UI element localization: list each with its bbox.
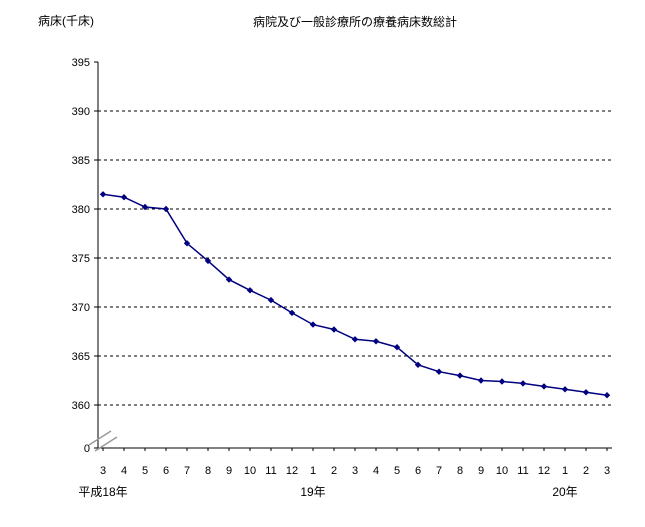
x-era-label: 19年: [300, 485, 325, 499]
data-line: [102, 193, 608, 396]
x-tick-label: 3: [352, 465, 358, 477]
data-point-marker: [288, 309, 296, 317]
data-point-marker: [204, 257, 212, 265]
y-tick-label: 360: [72, 400, 90, 412]
data-point-marker: [603, 392, 611, 399]
y-tick-label: 380: [72, 204, 90, 216]
x-tick-label: 10: [496, 465, 508, 477]
x-tick-label: 9: [226, 465, 232, 477]
x-tick-label: 1: [310, 465, 316, 477]
data-point-marker: [477, 377, 485, 384]
x-tick-label: 7: [184, 465, 190, 477]
data-point-marker: [309, 321, 317, 328]
data-point-marker: [582, 389, 590, 396]
x-tick-label: 2: [331, 465, 337, 477]
data-point-marker: [498, 378, 506, 385]
y-tick-label: 0: [84, 443, 90, 455]
x-tick-label: 10: [244, 465, 256, 477]
axis-break-mark: [94, 436, 118, 452]
x-tick-label: 6: [415, 465, 421, 477]
data-point-marker: [99, 191, 107, 198]
y-tick-label: 390: [72, 106, 90, 118]
data-point-marker: [120, 194, 128, 201]
data-point-marker: [456, 372, 464, 379]
data-point-marker: [183, 240, 191, 247]
x-era-label: 20年: [552, 485, 577, 499]
data-point-marker: [435, 368, 443, 375]
data-point-marker: [372, 338, 380, 345]
x-tick-label: 8: [205, 465, 211, 477]
x-tick-label: 9: [478, 465, 484, 477]
x-tick-label: 5: [142, 465, 148, 477]
data-point-marker: [414, 361, 422, 368]
y-tick-label: 365: [72, 351, 90, 363]
axis-break-mark: [88, 430, 112, 446]
y-tick-label: 385: [72, 155, 90, 167]
data-point-marker: [519, 380, 527, 387]
x-tick-label: 7: [436, 465, 442, 477]
x-tick-label: 4: [373, 465, 379, 477]
data-point-marker: [393, 344, 401, 351]
x-tick-label: 6: [163, 465, 169, 477]
data-point-marker: [267, 296, 275, 304]
y-tick-label: 370: [72, 302, 90, 314]
x-tick-label: 5: [394, 465, 400, 477]
x-tick-label: 11: [265, 465, 276, 477]
y-axis-title: 病床(千床): [38, 14, 94, 28]
data-point-marker: [540, 383, 548, 390]
data-point-marker: [162, 205, 170, 213]
x-tick-label: 1: [562, 465, 568, 477]
y-tick-label: 375: [72, 253, 90, 265]
x-tick-label: 3: [100, 465, 106, 477]
data-point-marker: [225, 276, 233, 283]
x-tick-label: 12: [286, 465, 298, 477]
x-tick-label: 3: [604, 465, 610, 477]
y-tick-label: 395: [72, 57, 90, 69]
x-tick-label: 11: [517, 465, 528, 477]
x-tick-label: 4: [121, 465, 127, 477]
data-point-marker: [141, 203, 149, 211]
data-point-marker: [561, 386, 569, 393]
data-point-marker: [246, 287, 254, 294]
data-point-marker: [330, 326, 338, 333]
data-point-marker: [351, 336, 359, 343]
x-tick-label: 8: [457, 465, 463, 477]
x-tick-label: 2: [583, 465, 589, 477]
x-era-label: 平成18年: [78, 485, 127, 499]
x-tick-label: 12: [538, 465, 550, 477]
chart-title: 病院及び一般診療所の療養病床数総計: [252, 15, 457, 29]
